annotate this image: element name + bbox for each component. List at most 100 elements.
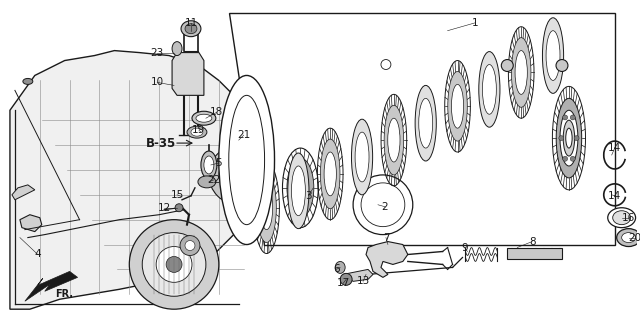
Polygon shape bbox=[228, 13, 614, 245]
Text: 12: 12 bbox=[157, 203, 171, 213]
Ellipse shape bbox=[515, 51, 527, 94]
Ellipse shape bbox=[340, 273, 352, 285]
Polygon shape bbox=[10, 51, 259, 309]
Ellipse shape bbox=[483, 64, 497, 114]
Ellipse shape bbox=[570, 156, 575, 161]
Ellipse shape bbox=[166, 256, 182, 272]
Ellipse shape bbox=[563, 115, 568, 120]
Ellipse shape bbox=[196, 114, 212, 122]
Ellipse shape bbox=[617, 229, 640, 247]
Ellipse shape bbox=[384, 105, 404, 175]
Ellipse shape bbox=[351, 119, 372, 195]
Text: 15: 15 bbox=[170, 190, 184, 200]
Polygon shape bbox=[12, 185, 35, 200]
Text: 16: 16 bbox=[622, 213, 636, 223]
Ellipse shape bbox=[192, 111, 216, 125]
Ellipse shape bbox=[129, 220, 219, 309]
Ellipse shape bbox=[479, 52, 500, 127]
Ellipse shape bbox=[501, 60, 513, 71]
Ellipse shape bbox=[219, 76, 275, 245]
Ellipse shape bbox=[209, 145, 269, 205]
Text: 3: 3 bbox=[305, 191, 312, 201]
Ellipse shape bbox=[321, 139, 340, 209]
Polygon shape bbox=[172, 53, 204, 95]
Ellipse shape bbox=[291, 166, 305, 216]
Ellipse shape bbox=[570, 115, 575, 120]
Text: 14: 14 bbox=[608, 191, 621, 201]
Ellipse shape bbox=[228, 165, 249, 185]
Ellipse shape bbox=[448, 71, 467, 141]
Text: 1: 1 bbox=[472, 18, 479, 28]
Text: 17: 17 bbox=[337, 278, 350, 288]
Ellipse shape bbox=[156, 247, 192, 282]
Ellipse shape bbox=[180, 236, 200, 256]
Text: 2: 2 bbox=[381, 202, 388, 212]
Ellipse shape bbox=[563, 120, 575, 156]
Ellipse shape bbox=[612, 211, 630, 225]
Text: 20: 20 bbox=[628, 233, 640, 242]
Polygon shape bbox=[20, 215, 42, 232]
Ellipse shape bbox=[566, 128, 572, 148]
Ellipse shape bbox=[201, 151, 217, 179]
Ellipse shape bbox=[381, 60, 391, 70]
Ellipse shape bbox=[287, 158, 314, 218]
Polygon shape bbox=[508, 248, 562, 259]
Ellipse shape bbox=[228, 95, 264, 225]
Ellipse shape bbox=[608, 208, 636, 228]
Ellipse shape bbox=[355, 132, 369, 182]
Ellipse shape bbox=[142, 233, 206, 296]
Ellipse shape bbox=[198, 176, 216, 188]
Ellipse shape bbox=[257, 173, 276, 242]
Ellipse shape bbox=[335, 262, 345, 273]
Ellipse shape bbox=[292, 170, 308, 206]
Ellipse shape bbox=[324, 152, 337, 196]
Ellipse shape bbox=[282, 148, 318, 228]
Text: 13: 13 bbox=[356, 276, 370, 286]
Ellipse shape bbox=[574, 136, 579, 141]
Ellipse shape bbox=[23, 78, 33, 85]
Ellipse shape bbox=[181, 21, 201, 37]
Ellipse shape bbox=[388, 118, 400, 162]
Ellipse shape bbox=[546, 31, 560, 80]
Ellipse shape bbox=[552, 86, 586, 190]
Ellipse shape bbox=[560, 110, 578, 166]
Ellipse shape bbox=[185, 241, 195, 250]
Ellipse shape bbox=[361, 183, 405, 226]
Text: 10: 10 bbox=[150, 78, 164, 87]
Text: FR.: FR. bbox=[54, 289, 73, 299]
Text: 21: 21 bbox=[237, 130, 250, 140]
Ellipse shape bbox=[556, 98, 582, 178]
Ellipse shape bbox=[451, 85, 463, 128]
Ellipse shape bbox=[563, 156, 568, 161]
Text: 23: 23 bbox=[150, 48, 164, 57]
Ellipse shape bbox=[419, 98, 433, 148]
Text: 5: 5 bbox=[216, 158, 222, 168]
Polygon shape bbox=[25, 271, 77, 301]
Text: B-35: B-35 bbox=[146, 137, 176, 150]
Ellipse shape bbox=[219, 155, 259, 195]
Text: 22: 22 bbox=[207, 175, 220, 185]
Ellipse shape bbox=[415, 85, 436, 161]
Text: 4: 4 bbox=[35, 249, 41, 259]
Text: 19: 19 bbox=[192, 125, 205, 135]
Ellipse shape bbox=[621, 233, 636, 242]
Text: 8: 8 bbox=[529, 237, 536, 247]
Ellipse shape bbox=[204, 156, 214, 174]
Ellipse shape bbox=[185, 24, 197, 34]
Ellipse shape bbox=[288, 153, 309, 229]
Ellipse shape bbox=[172, 42, 182, 56]
Ellipse shape bbox=[556, 60, 568, 71]
Ellipse shape bbox=[543, 18, 564, 93]
Ellipse shape bbox=[260, 186, 273, 230]
Polygon shape bbox=[366, 241, 408, 277]
Text: 18: 18 bbox=[210, 107, 223, 117]
Text: 9: 9 bbox=[461, 242, 468, 253]
Ellipse shape bbox=[559, 136, 564, 141]
Polygon shape bbox=[343, 270, 373, 281]
Text: 14: 14 bbox=[608, 143, 621, 153]
Text: 7: 7 bbox=[383, 233, 389, 242]
Text: 11: 11 bbox=[184, 18, 198, 28]
Ellipse shape bbox=[511, 38, 531, 107]
Text: 6: 6 bbox=[333, 264, 339, 274]
Ellipse shape bbox=[191, 128, 203, 136]
